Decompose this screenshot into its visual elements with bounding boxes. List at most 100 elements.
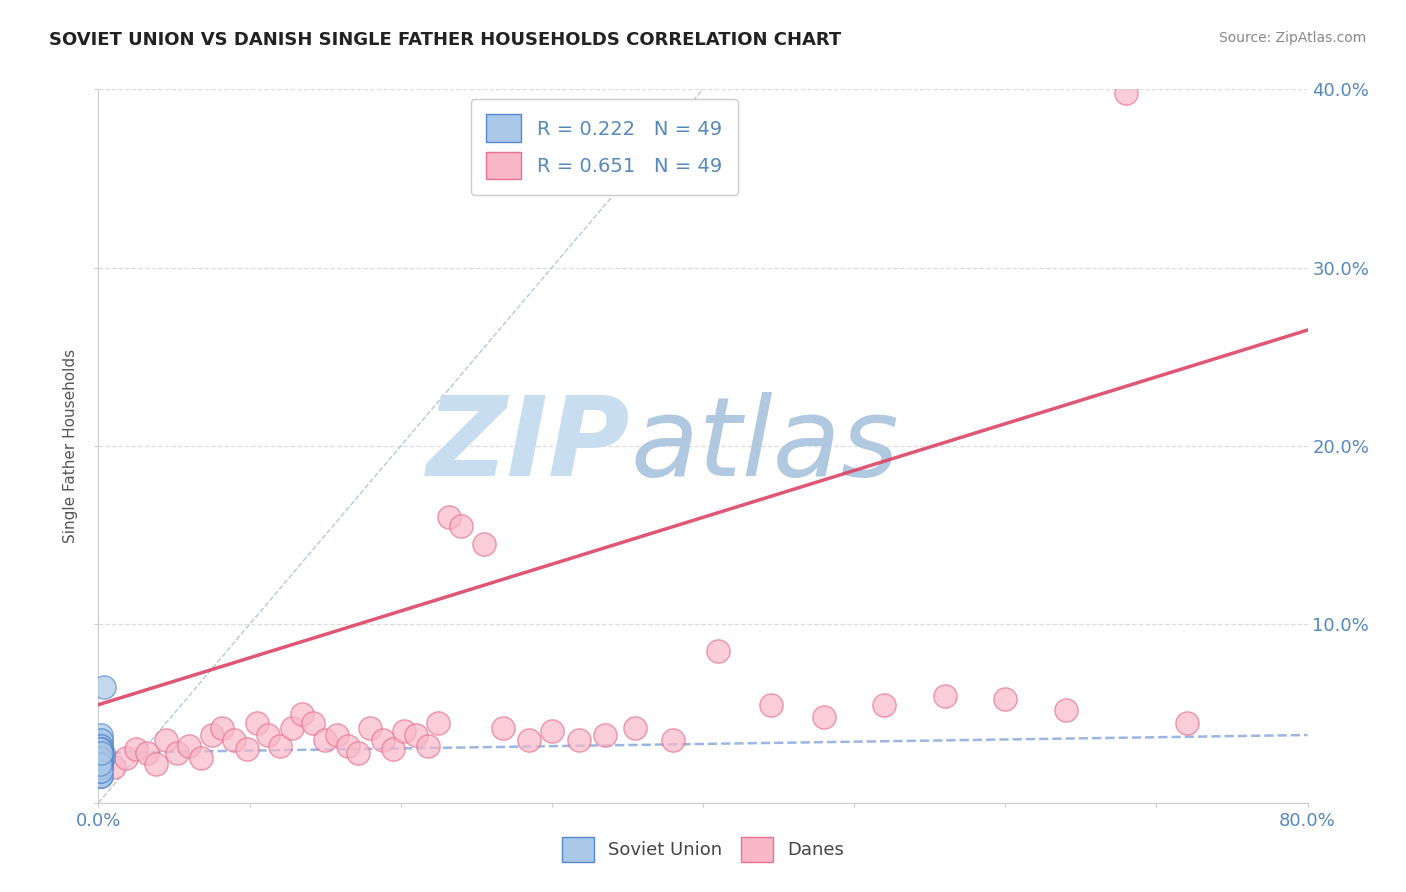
Point <box>90 769 112 783</box>
Point <box>246 715 269 730</box>
Point <box>114 751 136 765</box>
Point <box>89 756 111 771</box>
Point <box>624 721 647 735</box>
Point <box>90 753 112 767</box>
Point <box>568 733 591 747</box>
Point <box>90 751 112 765</box>
Text: atlas: atlas <box>630 392 898 500</box>
Point <box>155 733 177 747</box>
Point <box>472 537 495 551</box>
Point <box>179 739 201 753</box>
Point <box>89 760 111 774</box>
Point <box>90 756 112 771</box>
Point <box>873 698 896 712</box>
Point <box>145 756 167 771</box>
Point <box>89 751 111 765</box>
Point <box>450 519 472 533</box>
Point <box>90 751 112 765</box>
Point <box>224 733 246 747</box>
Point <box>90 747 112 762</box>
Point <box>994 692 1017 706</box>
Point <box>89 760 111 774</box>
Point <box>416 739 439 753</box>
Point <box>89 764 111 778</box>
Point <box>256 728 278 742</box>
Point <box>90 742 112 756</box>
Text: Source: ZipAtlas.com: Source: ZipAtlas.com <box>1219 31 1367 45</box>
Point <box>813 710 835 724</box>
Point <box>90 739 112 753</box>
Point <box>89 764 111 778</box>
Point <box>492 721 515 735</box>
Point <box>291 706 314 721</box>
Point <box>89 764 111 778</box>
Point <box>661 733 683 747</box>
Point <box>437 510 460 524</box>
Point <box>89 742 111 756</box>
Point <box>90 733 112 747</box>
Point <box>1175 715 1198 730</box>
Point <box>90 756 112 771</box>
Point <box>89 756 111 771</box>
Point <box>90 742 112 756</box>
Point <box>347 746 370 760</box>
Point <box>89 746 111 760</box>
Point <box>517 733 540 747</box>
Point <box>405 728 427 742</box>
Point <box>201 728 224 742</box>
Point <box>89 742 111 756</box>
Point <box>281 721 304 735</box>
Point <box>1054 703 1077 717</box>
Point <box>89 751 111 765</box>
Point <box>89 756 111 771</box>
Point <box>91 746 114 760</box>
Point <box>135 746 157 760</box>
Point <box>90 760 112 774</box>
Point <box>90 769 112 783</box>
Point <box>89 739 111 753</box>
Point <box>89 742 111 756</box>
Text: ZIP: ZIP <box>427 392 630 500</box>
Point <box>93 680 115 694</box>
Point <box>90 733 112 747</box>
Point <box>540 724 562 739</box>
Point <box>89 746 111 760</box>
Y-axis label: Single Father Households: Single Father Households <box>63 349 79 543</box>
Point <box>382 742 405 756</box>
Point <box>89 769 111 783</box>
Point <box>269 739 291 753</box>
Point <box>371 733 394 747</box>
Point <box>934 689 956 703</box>
Point <box>759 698 782 712</box>
Point <box>125 742 148 756</box>
Point <box>90 742 112 756</box>
Legend: R = 0.222   N = 49, R = 0.651   N = 49: R = 0.222 N = 49, R = 0.651 N = 49 <box>471 99 738 194</box>
Point <box>89 760 111 774</box>
Point <box>707 644 730 658</box>
Point <box>89 751 111 765</box>
Legend: Soviet Union, Danes: Soviet Union, Danes <box>554 830 852 870</box>
Point <box>314 733 336 747</box>
Point <box>190 751 212 765</box>
Point <box>90 728 112 742</box>
Point <box>90 737 112 751</box>
Point <box>302 715 325 730</box>
Point <box>90 747 112 762</box>
Point <box>336 739 359 753</box>
Point <box>89 764 111 778</box>
Point <box>1115 86 1137 100</box>
Point <box>90 746 112 760</box>
Point <box>211 721 233 735</box>
Point <box>326 728 349 742</box>
Point <box>89 751 111 765</box>
Point <box>360 721 382 735</box>
Point <box>90 756 112 771</box>
Point <box>235 742 257 756</box>
Point <box>89 751 111 765</box>
Point <box>593 728 616 742</box>
Point <box>90 760 112 774</box>
Point <box>91 751 114 765</box>
Point <box>166 746 188 760</box>
Text: SOVIET UNION VS DANISH SINGLE FATHER HOUSEHOLDS CORRELATION CHART: SOVIET UNION VS DANISH SINGLE FATHER HOU… <box>49 31 841 49</box>
Point <box>90 742 112 756</box>
